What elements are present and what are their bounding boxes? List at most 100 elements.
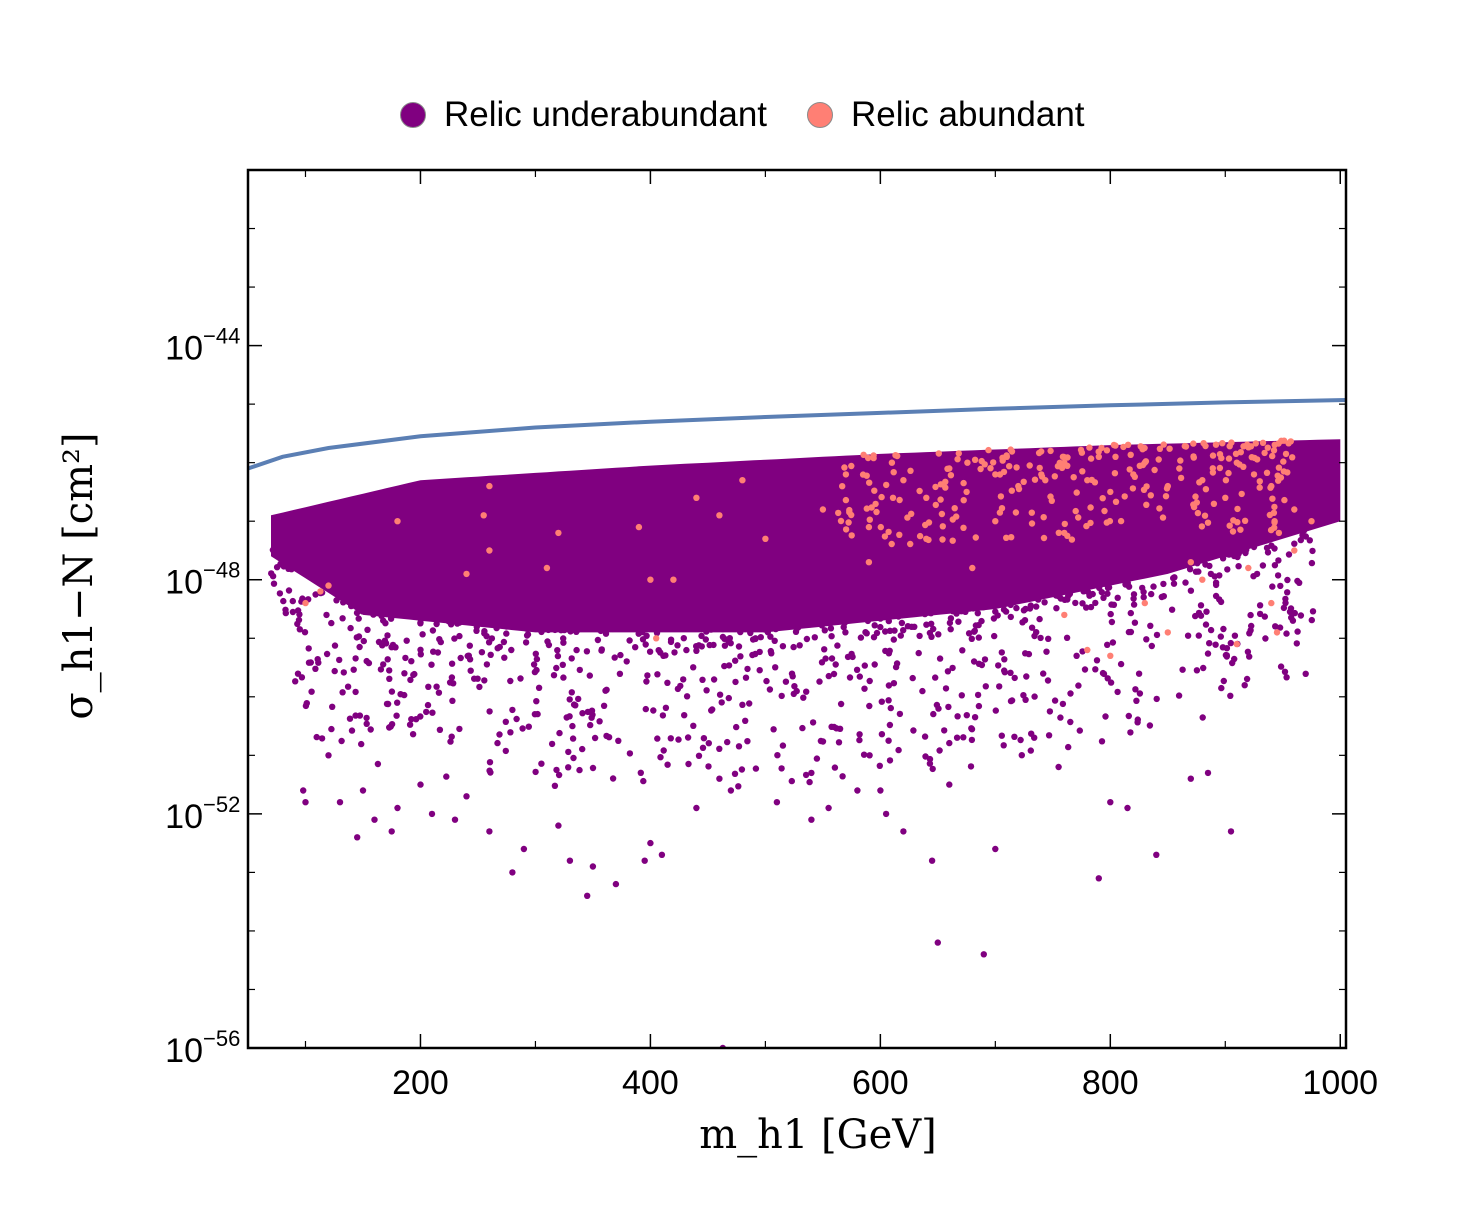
underabundant-point xyxy=(827,625,835,632)
underabundant-point xyxy=(808,816,815,823)
underabundant-point xyxy=(1195,632,1203,639)
underabundant-point xyxy=(380,617,387,624)
underabundant-point xyxy=(770,726,777,733)
abundant-point xyxy=(1187,559,1195,566)
underabundant-point xyxy=(1135,670,1143,677)
underabundant-point xyxy=(1098,738,1106,745)
underabundant-point xyxy=(525,723,532,730)
underabundant-point xyxy=(1227,639,1235,647)
underabundant-point xyxy=(900,627,907,634)
underabundant-point xyxy=(1275,557,1282,564)
underabundant-point xyxy=(1158,593,1166,601)
underabundant-point xyxy=(736,628,744,635)
underabundant-point xyxy=(831,764,839,771)
underabundant-point xyxy=(1020,692,1027,699)
abundant-point xyxy=(1181,442,1189,450)
underabundant-point xyxy=(1283,630,1290,637)
underabundant-point xyxy=(1171,574,1178,581)
underabundant-point xyxy=(312,665,319,672)
underabundant-point xyxy=(1045,732,1053,739)
underabundant-point xyxy=(486,708,493,715)
underabundant-point xyxy=(352,712,359,719)
underabundant-point xyxy=(565,748,572,756)
abundant-point xyxy=(877,523,884,531)
underabundant-point xyxy=(1117,660,1125,668)
underabundant-point xyxy=(1231,655,1238,663)
underabundant-point xyxy=(896,609,903,617)
underabundant-point xyxy=(1067,718,1074,726)
abundant-point xyxy=(1264,444,1272,451)
underabundant-point xyxy=(500,638,508,646)
underabundant-point xyxy=(719,625,726,633)
underabundant-point xyxy=(991,632,998,640)
abundant-point xyxy=(1229,528,1237,535)
abundant-point xyxy=(1112,453,1119,460)
underabundant-point xyxy=(1036,615,1043,623)
underabundant-point xyxy=(811,634,818,641)
underabundant-point xyxy=(947,626,954,633)
underabundant-point xyxy=(394,699,401,706)
underabundant-point xyxy=(1023,673,1030,680)
underabundant-point xyxy=(505,617,512,625)
x-axis-title: m_h1 [GeV] xyxy=(699,1112,937,1158)
abundant-point xyxy=(837,517,845,525)
underabundant-point xyxy=(1053,605,1060,612)
underabundant-point xyxy=(554,652,562,660)
underabundant-point xyxy=(778,692,785,700)
abundant-point xyxy=(762,535,769,542)
underabundant-point xyxy=(856,736,863,744)
abundant-point xyxy=(889,494,897,501)
underabundant-point xyxy=(602,687,609,694)
abundant-point xyxy=(1156,505,1163,512)
underabundant-point xyxy=(724,738,731,746)
underabundant-point xyxy=(644,672,651,679)
abundant-point xyxy=(1143,501,1150,508)
abundant-point xyxy=(1256,484,1263,491)
underabundant-point xyxy=(1203,608,1210,615)
underabundant-point xyxy=(554,647,561,654)
underabundant-point xyxy=(941,727,948,734)
underabundant-point xyxy=(774,752,781,759)
underabundant-point xyxy=(835,739,843,746)
underabundant-point xyxy=(1147,622,1154,629)
underabundant-point xyxy=(1104,641,1111,648)
underabundant-point xyxy=(1040,670,1047,677)
underabundant-point xyxy=(657,754,664,761)
underabundant-point xyxy=(1061,596,1069,603)
underabundant-point xyxy=(350,666,357,673)
abundant-point xyxy=(1282,450,1290,458)
underabundant-point xyxy=(513,715,520,723)
underabundant-point xyxy=(1100,575,1107,582)
abundant-point xyxy=(693,494,700,501)
underabundant-point xyxy=(1231,551,1239,558)
underabundant-point xyxy=(520,845,528,853)
abundant-point xyxy=(907,540,914,548)
abundant-point xyxy=(937,496,944,503)
underabundant-point xyxy=(1202,621,1210,628)
abundant-point xyxy=(873,508,880,516)
underabundant-point xyxy=(680,676,687,683)
underabundant-point xyxy=(474,675,481,682)
underabundant-point xyxy=(352,655,359,662)
abundant-point xyxy=(1278,437,1285,444)
underabundant-point xyxy=(958,692,965,699)
abundant-point xyxy=(1061,611,1068,619)
abundant-point xyxy=(1079,468,1086,475)
underabundant-point xyxy=(1306,537,1314,544)
abundant-point xyxy=(888,459,896,466)
underabundant-point xyxy=(615,737,622,744)
abundant-point xyxy=(1275,464,1283,471)
underabundant-point xyxy=(1017,736,1024,744)
underabundant-point xyxy=(302,702,310,710)
underabundant-point xyxy=(1143,636,1150,643)
abundant-point xyxy=(1164,629,1172,636)
underabundant-point xyxy=(832,661,839,668)
underabundant-point xyxy=(698,632,705,640)
underabundant-point xyxy=(486,759,494,766)
underabundant-point xyxy=(1277,582,1284,590)
underabundant-point xyxy=(885,682,893,689)
underabundant-point xyxy=(796,642,803,649)
underabundant-point xyxy=(763,677,770,685)
underabundant-point xyxy=(959,647,966,654)
underabundant-point xyxy=(503,623,510,630)
